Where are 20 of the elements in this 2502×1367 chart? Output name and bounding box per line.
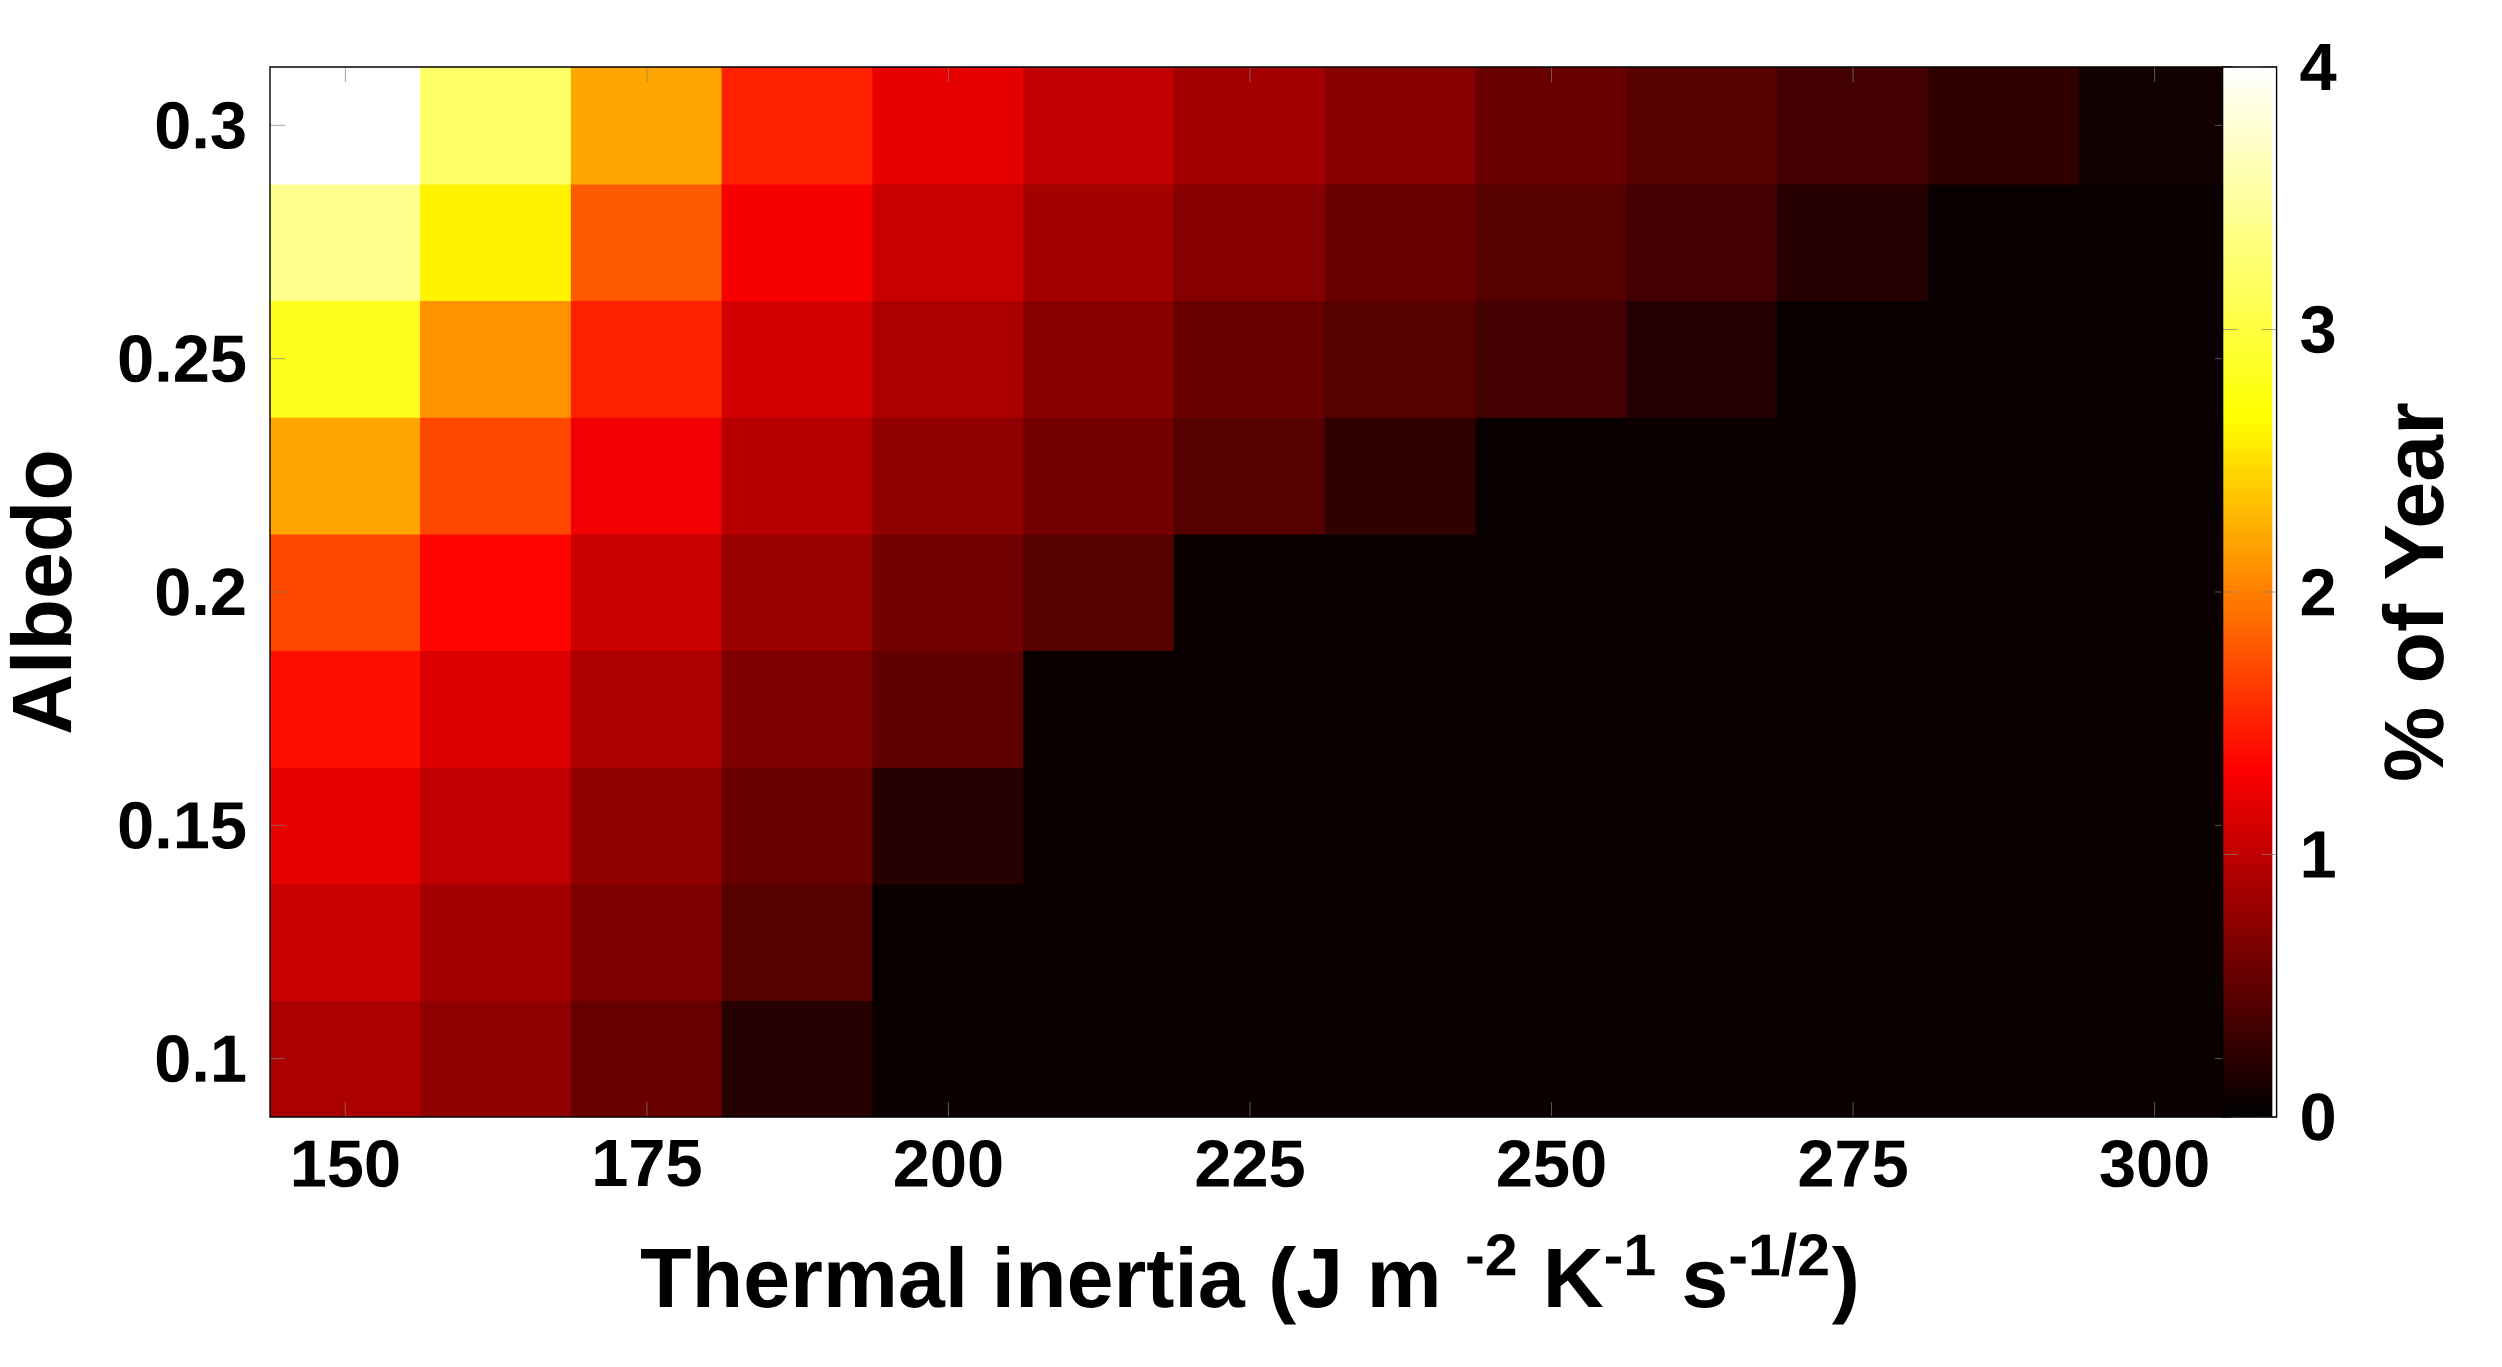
x-tick-label: 225 (1196, 1139, 1304, 1188)
x-tick-label: 175 (595, 1139, 701, 1187)
y-tick-label: 0.15 (119, 801, 246, 849)
x-axis-title: Thermal inertia (J m $^{-2}$ K$^{-1}$ s$^{-1/2}$) (641, 1232, 1856, 1325)
y-axis-title: Albedo (9, 452, 72, 733)
color-bar-label: 2 (2301, 568, 2334, 616)
color-bar-label: 0 (2302, 1093, 2334, 1141)
y-tick-label: 0.3 (156, 101, 245, 150)
x-tick-label: 300 (2100, 1139, 2208, 1188)
x-tick-label: 275 (1799, 1139, 1907, 1188)
y-tick-label: 0.25 (119, 335, 246, 383)
color-bar-label: 3 (2301, 305, 2335, 354)
y-tick-label: 0.1 (156, 1035, 246, 1083)
x-tick-label: 200 (895, 1139, 1002, 1188)
x-tick-label: 250 (1498, 1139, 1605, 1188)
y-tick-label: 0.2 (156, 568, 245, 616)
color-bar-title: % of Year (2381, 403, 2444, 780)
color-bar-label: 4 (2300, 44, 2337, 90)
x-tick-label: 150 (293, 1139, 399, 1188)
color-bar-label: 1 (2303, 831, 2335, 878)
